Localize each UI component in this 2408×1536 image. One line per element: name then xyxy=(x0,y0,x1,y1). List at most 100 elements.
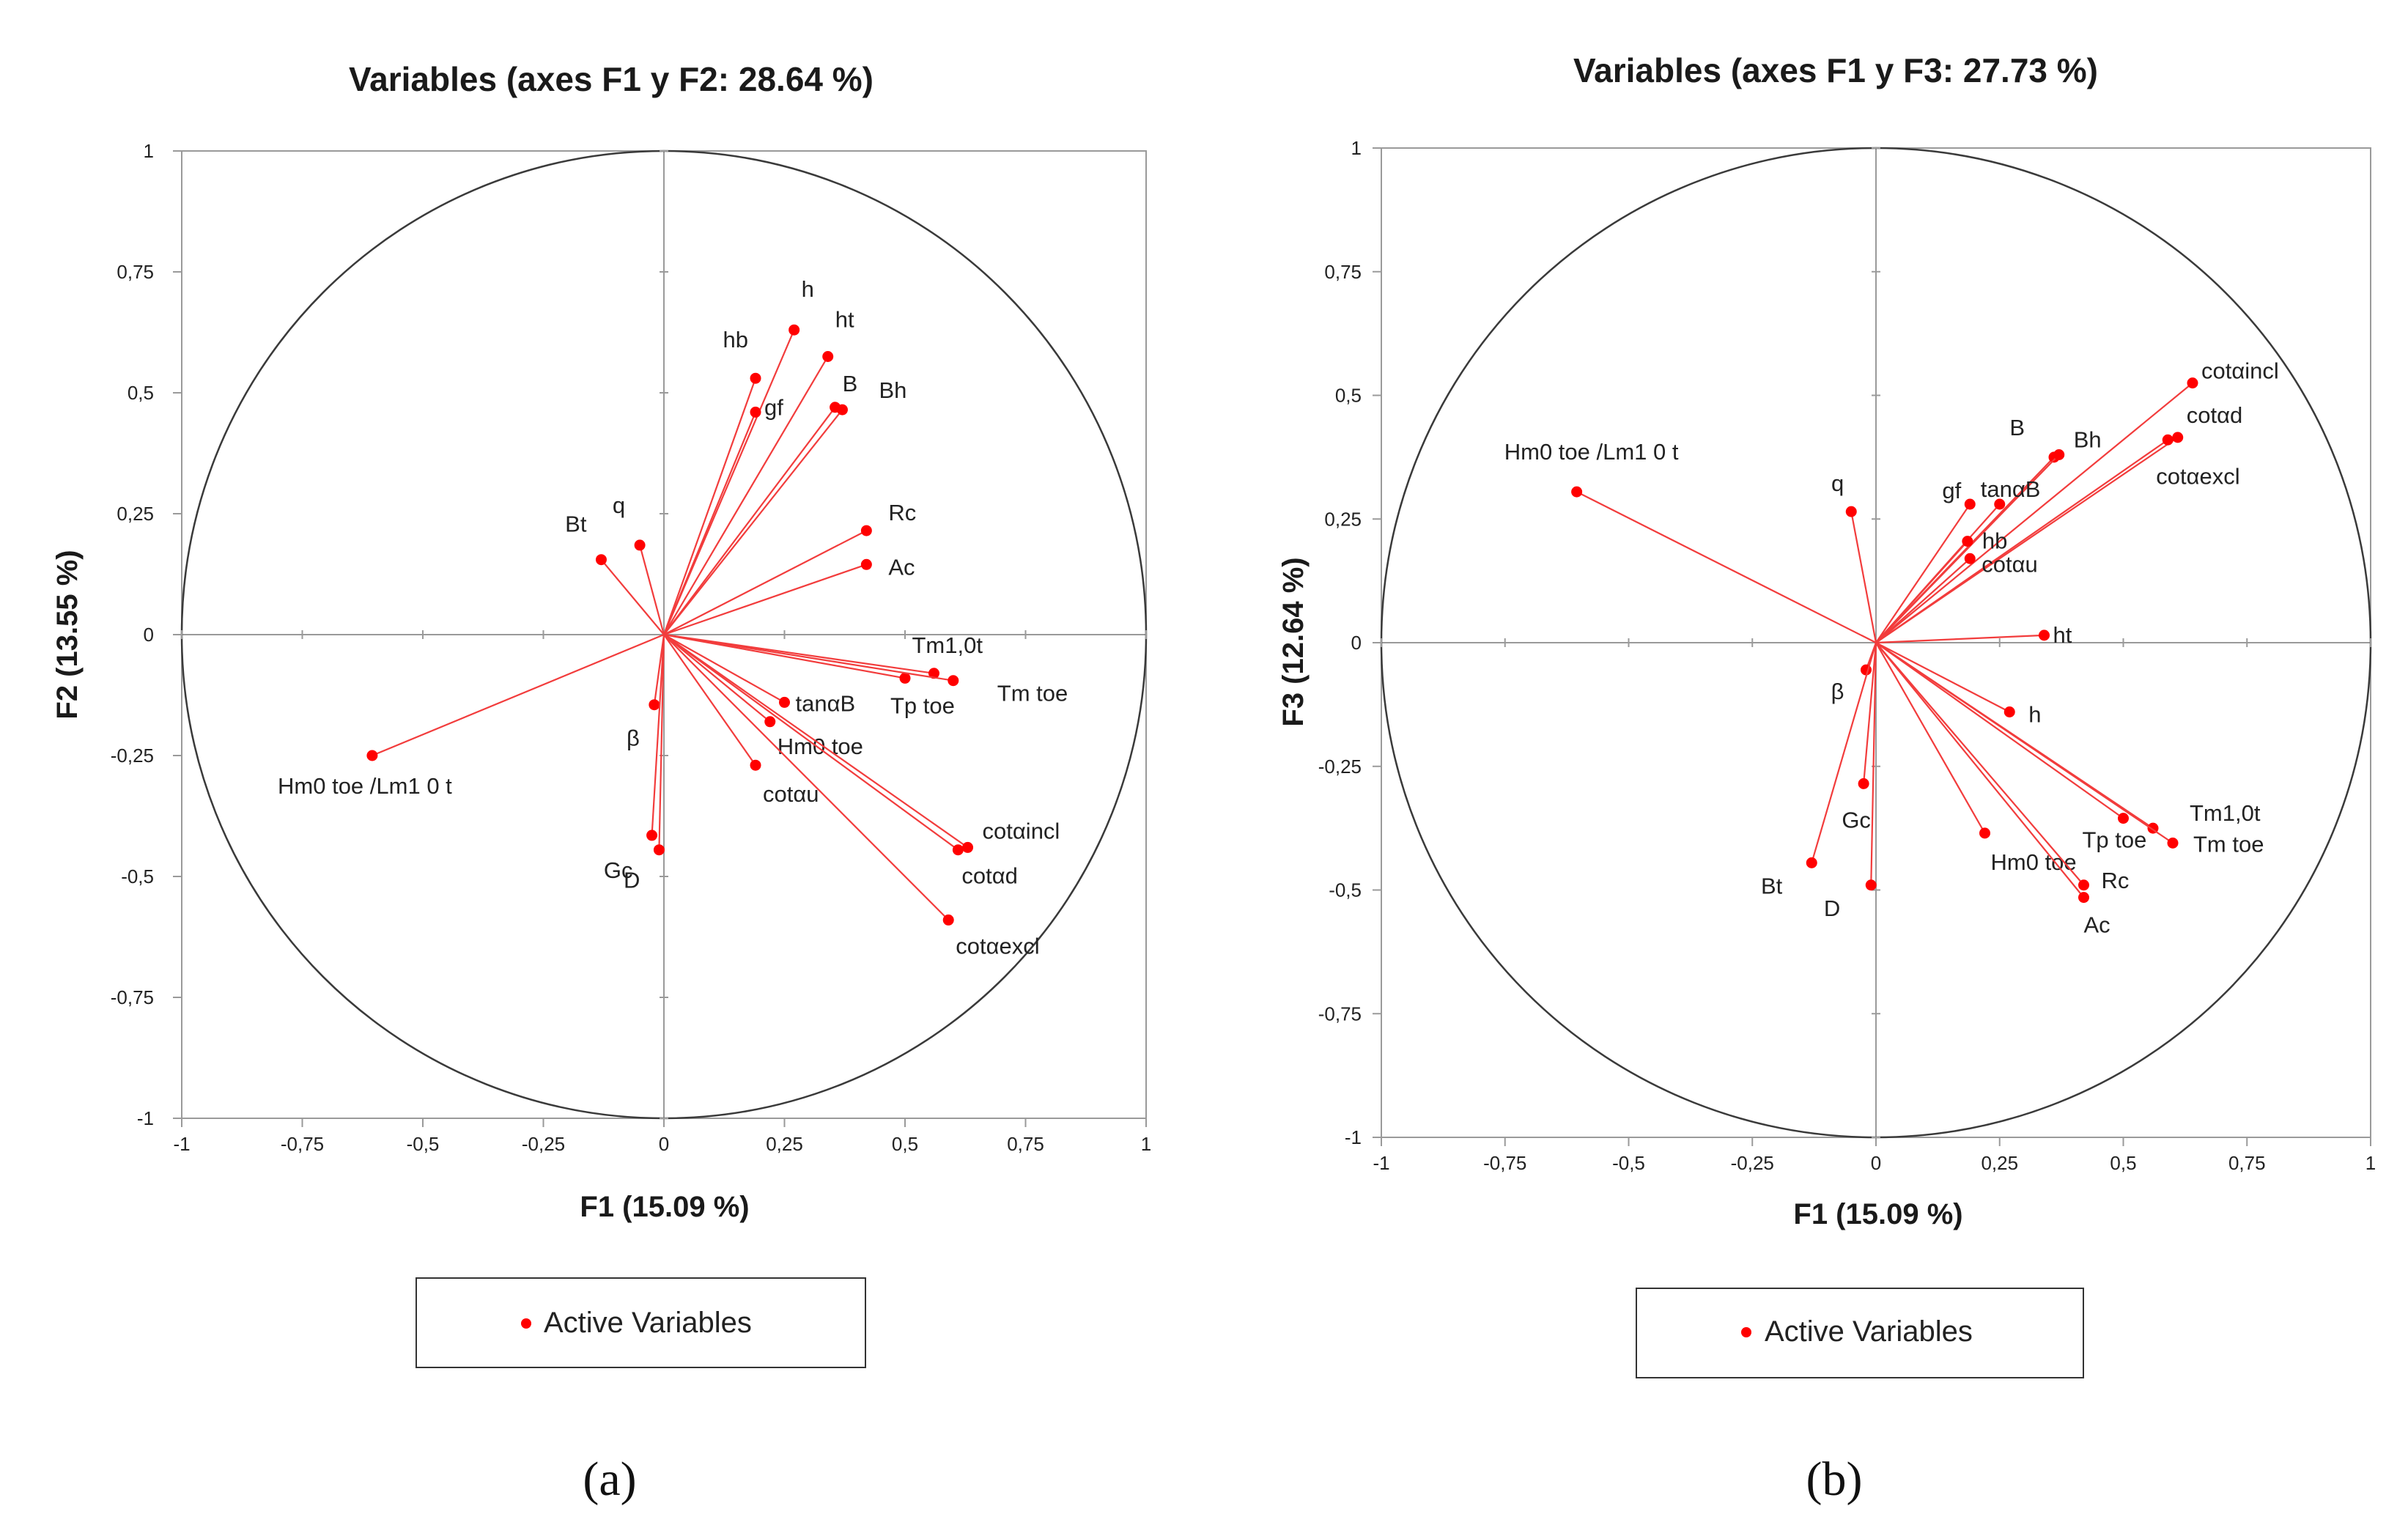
vector-gf-b xyxy=(1875,503,1971,643)
legend-marker-a xyxy=(521,1318,531,1329)
vector-d-a xyxy=(658,634,665,850)
legend-a: Active Variables xyxy=(416,1277,866,1368)
label-bh-b: Bh xyxy=(2074,427,2102,453)
point-q-a xyxy=(634,539,646,551)
legend-b: Active Variables xyxy=(1636,1288,2084,1378)
label-hm0-toe-lm1-0-t-b: Hm0 toe /Lm1 0 t xyxy=(1504,439,1679,465)
vector-tp-toe-b xyxy=(1875,642,2124,819)
legend-marker-b xyxy=(1741,1327,1751,1337)
point-tm-toe-b xyxy=(2167,837,2179,849)
vector-bh-a xyxy=(663,409,843,635)
y-tick-label: 0,25 xyxy=(117,503,154,525)
x-tick-label: -1 xyxy=(1373,1152,1389,1174)
chart-panel-a: Variables (axes F1 y F2: 28.64 %) F1 (15… xyxy=(51,60,1151,1506)
x-tick-label: -0,5 xyxy=(407,1133,440,1155)
legend-label-a: Active Variables xyxy=(544,1307,752,1339)
point-tm-toe-a xyxy=(948,675,959,687)
y-tick-label: 0,5 xyxy=(1335,385,1362,407)
label-cotαexcl-b: cotαexcl xyxy=(2156,463,2239,489)
vector-tp-toe-a xyxy=(663,633,906,679)
y-tick-label: 0 xyxy=(144,624,154,646)
label-cotαexcl-a: cotαexcl xyxy=(956,933,1039,959)
point-hm0-toe-lm1-0-t-b xyxy=(1571,486,1583,498)
x-tick-label: -0,75 xyxy=(281,1133,324,1155)
legend-label-b: Active Variables xyxy=(1765,1315,1973,1348)
vector-cotαd-a xyxy=(663,634,959,851)
point-ht-b xyxy=(2039,629,2050,641)
point-bh-b xyxy=(2053,449,2065,460)
y-tick-label: -0,75 xyxy=(111,986,154,1008)
y-tick-label: 1 xyxy=(144,140,154,162)
x-axis-label-a: F1 (15.09 %) xyxy=(580,1191,749,1223)
x-axis-label-b: F1 (15.09 %) xyxy=(1793,1198,1962,1230)
x-tick-label: 0,75 xyxy=(2228,1152,2266,1174)
label-tp-toe-b: Tp toe xyxy=(2083,827,2147,853)
vector-h-b xyxy=(1875,642,2010,713)
point-bt-a xyxy=(595,554,607,566)
y-tick-label: -1 xyxy=(1345,1126,1362,1148)
point-tanαb-b xyxy=(1994,498,2006,510)
label-bt-b: Bt xyxy=(1761,873,1783,898)
y-tick-label: 1 xyxy=(1351,137,1362,159)
y-tick-label: 0,25 xyxy=(1324,508,1362,530)
point-hm0-toe-lm1-0-t-a xyxy=(366,750,378,761)
y-tick-label: 0,5 xyxy=(128,382,154,404)
point-cotαexcl-b xyxy=(2162,434,2174,446)
point-hb-a xyxy=(750,372,761,384)
point-gf-b xyxy=(1964,498,1976,510)
y-tick-label: -1 xyxy=(137,1107,154,1129)
label-h-b: h xyxy=(2028,702,2041,728)
label-rc-b: Rc xyxy=(2102,868,2130,893)
label-tanαb-a: tanαB xyxy=(796,690,856,716)
vector-ac-a xyxy=(663,564,867,636)
x-tick-label: 1 xyxy=(2365,1152,2376,1174)
vector-gf-a xyxy=(662,411,757,635)
x-tick-label: 0,25 xyxy=(1981,1152,2018,1174)
vector-cotαexcl-a xyxy=(663,634,949,921)
label-ac-b: Ac xyxy=(2084,912,2110,938)
label-β-a: β xyxy=(627,725,640,751)
vector-cotαu-b xyxy=(1875,558,1971,643)
y-tick-label: -0,5 xyxy=(121,865,154,887)
label-gf-b: gf xyxy=(1942,478,1961,503)
vector-tm-toe-a xyxy=(663,633,953,682)
x-tick-label: -0,25 xyxy=(522,1133,565,1155)
x-tick-label: 1 xyxy=(1141,1133,1151,1155)
point-rc-b xyxy=(2078,879,2089,891)
label-ht-a: ht xyxy=(835,307,854,333)
label-q-b: q xyxy=(1831,470,1844,496)
vector-hm0-toe-b xyxy=(1875,642,1986,834)
point-ac-a xyxy=(860,558,872,570)
vector-b-a xyxy=(663,407,836,635)
vector-bh-b xyxy=(1875,454,2060,643)
point-cotαu-b xyxy=(1964,553,1976,564)
vector-hm0-toe-lm1-0-t-b xyxy=(1576,491,1877,643)
vector-rc-a xyxy=(663,530,867,635)
vector-hm0-toe-lm1-0-t-a xyxy=(372,633,665,757)
vector-bt-a xyxy=(600,558,665,635)
point-bh-a xyxy=(836,404,848,416)
vector-β-a xyxy=(653,634,665,705)
point-h-b xyxy=(2003,706,2015,717)
legend-box-b xyxy=(1636,1288,2084,1378)
y-tick-label: 0,75 xyxy=(117,261,154,283)
x-tick-label: 0,75 xyxy=(1007,1133,1044,1155)
panel-label-b: (b) xyxy=(1806,1452,1863,1506)
y-tick-label: -0,25 xyxy=(111,745,154,767)
vector-cotαexcl-b xyxy=(1875,439,2168,643)
label-hm0-toe-lm1-0-t-a: Hm0 toe /Lm1 0 t xyxy=(278,773,452,799)
y-tick-label: -0,25 xyxy=(1318,756,1362,778)
point-tp-toe-a xyxy=(899,672,911,684)
x-tick-label: 0,5 xyxy=(2110,1152,2136,1174)
vector-d-b xyxy=(1870,642,1877,885)
point-tanαb-a xyxy=(779,696,790,708)
label-gf-a: gf xyxy=(764,394,783,420)
point-gf-a xyxy=(750,406,761,418)
point-cotαincl-b xyxy=(2187,377,2198,389)
y-tick-label: -0,5 xyxy=(1329,879,1362,901)
label-rc-a: Rc xyxy=(888,500,916,525)
label-hb-b: hb xyxy=(1982,528,2007,554)
label-hm0-toe-a: Hm0 toe xyxy=(778,734,863,759)
x-tick-label: -0,5 xyxy=(1612,1152,1645,1174)
